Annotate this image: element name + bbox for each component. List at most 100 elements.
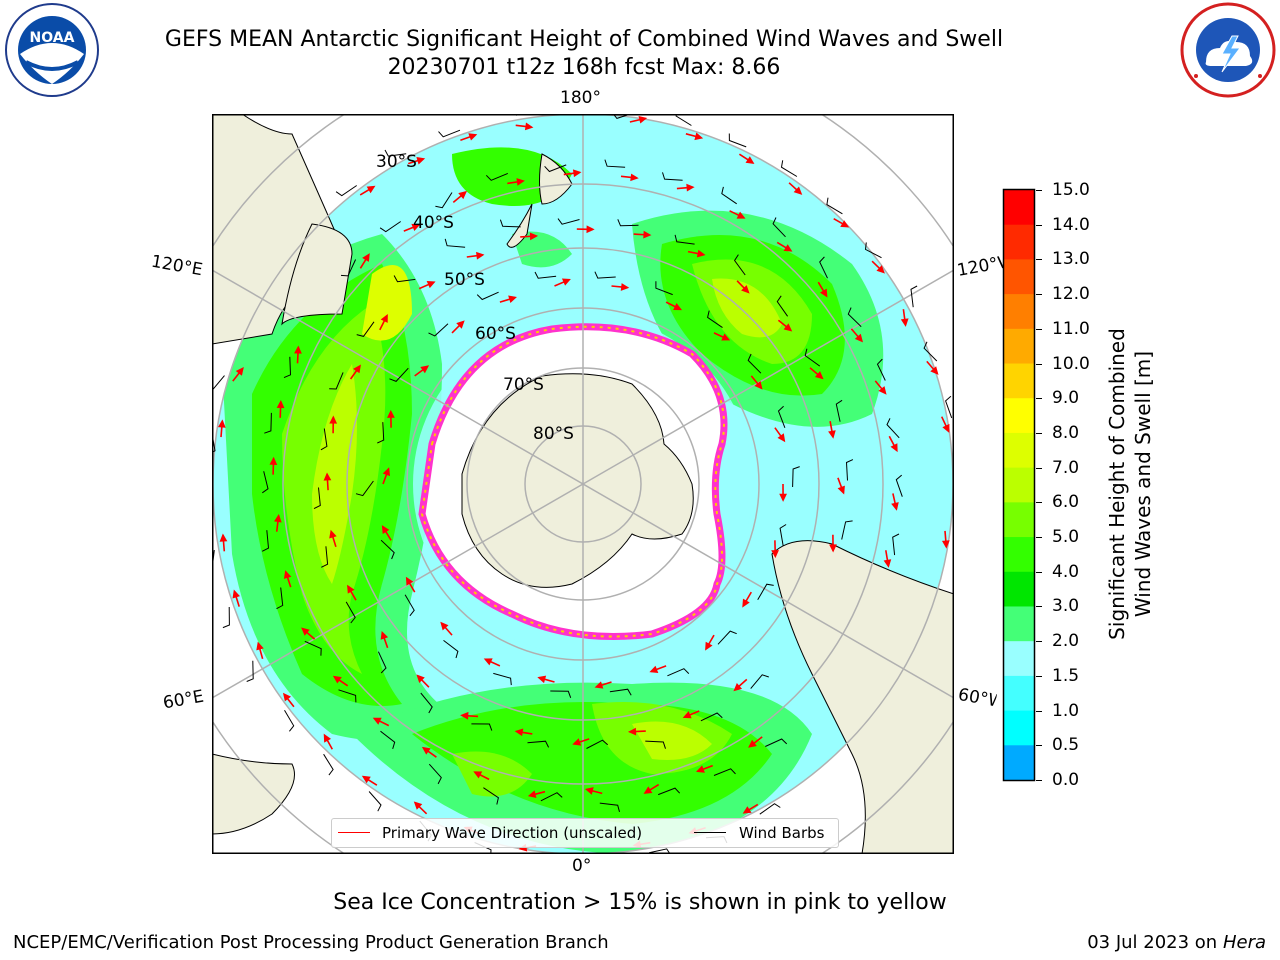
wind-barb [379, 221, 401, 233]
wind-barb [772, 217, 786, 238]
wind-barb [550, 690, 572, 698]
wind-barb [776, 295, 789, 317]
wave-direction-arrowhead [329, 529, 337, 539]
map-frame [212, 114, 954, 854]
wind-barb [276, 587, 284, 610]
wave-direction-arrowhead [643, 786, 653, 794]
colorbar-tick-label: 0.5 [1052, 735, 1080, 756]
wind-barb [910, 285, 918, 308]
wave-direction-arrowhead [323, 733, 332, 743]
wave-direction-arrowhead [942, 423, 950, 433]
colorbar-tick-label: 2.0 [1052, 631, 1080, 652]
wind-barb [444, 238, 466, 248]
wind-barb [377, 422, 385, 444]
wind-barb [534, 271, 557, 279]
wind-barb [819, 256, 828, 279]
wind-barb [779, 524, 787, 546]
wind-barb [675, 114, 692, 126]
wave-direction-arrowhead [771, 550, 779, 559]
wind-barb [557, 218, 580, 225]
wind-barb [586, 739, 609, 749]
wave-direction-arrowhead [854, 333, 863, 343]
colorbar-swatch [1004, 432, 1034, 469]
wave-direction-arrowhead [876, 265, 885, 274]
wave-direction-arrowhead [381, 525, 390, 534]
wave-direction-arrowhead [529, 232, 539, 241]
wave-direction-arrowhead [695, 765, 705, 773]
map-panel [212, 114, 954, 854]
wave-direction-arrowhead [627, 727, 637, 736]
wind-barb [841, 520, 853, 540]
wind-barb [380, 539, 395, 560]
wave-direction-arrowhead [630, 173, 639, 182]
wave-direction-arrowhead [232, 589, 240, 599]
wave-direction-arrowhead [332, 675, 342, 684]
wind-barb [420, 692, 433, 714]
wind-barb [428, 323, 449, 337]
legend-wind-barbs-label: Wind Barbs [739, 824, 825, 842]
colorbar-tick-mark [1036, 328, 1042, 330]
wave-direction-arrowhead [819, 288, 828, 298]
wave-direction-arrowhead [483, 658, 493, 666]
wave-direction-arrowhead [235, 367, 244, 376]
wave-direction-arrowhead [380, 313, 388, 323]
wave-direction-arrowhead [829, 544, 837, 553]
wind-barb [667, 668, 690, 677]
wave-direction-arrowhead [686, 183, 695, 192]
wave-direction-arrowhead [777, 433, 786, 443]
wind-barb [320, 428, 328, 451]
wave-direction-arrowhead [405, 576, 414, 586]
wave-direction-arrowhead [416, 157, 426, 165]
wind-barb [845, 459, 854, 481]
wave-direction-arrowhead [301, 627, 310, 636]
colorbar-swatch [1004, 571, 1034, 607]
colorbar-tick-label: 0.0 [1052, 770, 1080, 790]
legend-primary-wave-label: Primary Wave Direction (unscaled) [382, 824, 643, 842]
wave-direction-arrowhead [733, 683, 743, 692]
lon-label-60w: 60°W [956, 684, 998, 712]
wave-direction-arrowhead [840, 220, 850, 228]
wave-direction-arrowhead [890, 443, 898, 453]
lon-label-60e: 60°E [161, 686, 206, 714]
wave-direction-arrowhead [742, 806, 752, 814]
chart-title: GEFS MEAN Antarctic Significant Height o… [0, 26, 1168, 82]
wave-direction-arrowhead [380, 630, 389, 640]
wave-direction-arrowhead [837, 485, 845, 495]
wave-direction-arrowhead [741, 285, 750, 294]
wave-direction-arrowhead [387, 409, 395, 418]
wind-barb [323, 753, 334, 776]
nws-logo [1176, 2, 1280, 98]
wave-direction-arrowhead [362, 253, 370, 262]
wave-direction-arrowhead [413, 801, 423, 810]
colorbar-tick-mark [1036, 780, 1042, 781]
wave-direction-arrowhead [537, 675, 547, 684]
wind-barb [945, 395, 953, 419]
wind-barb [777, 405, 786, 428]
wind-barb [393, 275, 416, 283]
africa-landmass [212, 753, 295, 835]
graticule [212, 114, 954, 854]
colorbar-tick-mark [1036, 259, 1042, 261]
colorbar-tick-label: 11.0 [1052, 318, 1090, 339]
wind-barb [604, 159, 626, 168]
wind-barb [544, 164, 567, 173]
wave-direction-arrowhead [347, 584, 355, 594]
wave-direction-arrowhead [748, 739, 757, 748]
wave-direction-arrowhead [900, 318, 909, 327]
colorbar-tick-label: 12.0 [1052, 284, 1090, 305]
colorbar-tick-mark [1036, 224, 1042, 226]
wave-direction-arrowhead [274, 513, 282, 523]
wave-direction-arrowhead [508, 295, 517, 303]
wave-direction-arrowhead [366, 185, 376, 194]
wave-direction-arrowhead [620, 283, 630, 291]
colorbar-frame [1002, 188, 1036, 782]
colorbar-tick-mark [1036, 363, 1042, 365]
colorbar-swatch [1004, 502, 1034, 538]
wave-direction-arrowhead [294, 345, 302, 354]
wind-barb [493, 672, 512, 686]
colorbar-tick-mark [1036, 745, 1042, 747]
wave-direction-arrowhead [561, 278, 571, 286]
wave-direction-arrowhead [694, 132, 704, 141]
colorbar-swatch [1004, 259, 1034, 295]
wind-barb [338, 689, 357, 703]
